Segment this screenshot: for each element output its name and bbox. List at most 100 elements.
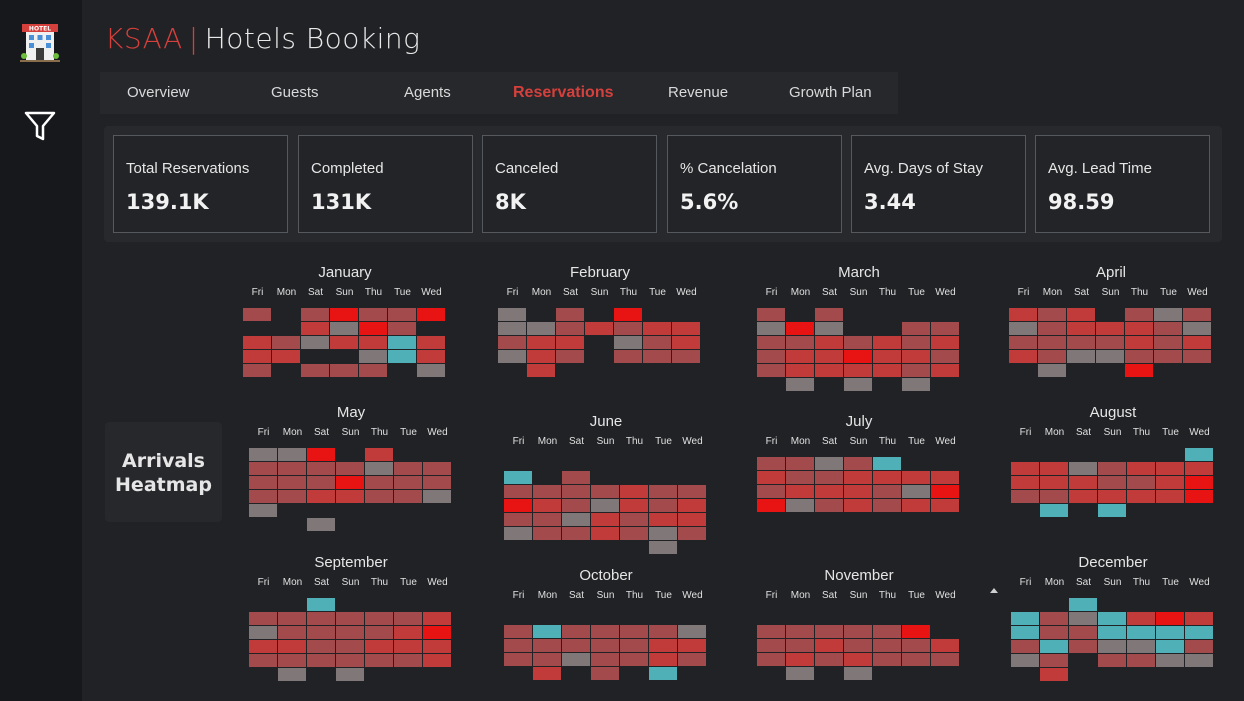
heatmap-cell[interactable] — [388, 336, 416, 349]
heatmap-cell[interactable] — [815, 364, 843, 377]
heatmap-cell[interactable] — [786, 485, 814, 498]
heatmap-cell[interactable] — [562, 639, 590, 652]
heatmap-cell[interactable] — [643, 336, 671, 349]
heatmap-cell[interactable] — [844, 378, 872, 391]
heatmap-cell[interactable] — [388, 322, 416, 335]
heatmap-cell[interactable] — [1009, 350, 1037, 363]
heatmap-cell[interactable] — [562, 653, 590, 666]
heatmap-cell[interactable] — [786, 471, 814, 484]
heatmap-cell[interactable] — [1069, 640, 1097, 653]
heatmap-cell[interactable] — [643, 350, 671, 363]
heatmap-cell[interactable] — [562, 471, 590, 484]
heatmap-cell[interactable] — [533, 625, 561, 638]
heatmap-cell[interactable] — [591, 527, 619, 540]
heatmap-cell[interactable] — [620, 653, 648, 666]
heatmap-cell[interactable] — [815, 336, 843, 349]
heatmap-cell[interactable] — [1069, 476, 1097, 489]
heatmap-cell[interactable] — [365, 448, 393, 461]
heatmap-cell[interactable] — [844, 639, 872, 652]
heatmap-cell[interactable] — [272, 308, 300, 321]
heatmap-cell[interactable] — [757, 639, 785, 652]
heatmap-cell[interactable] — [423, 640, 451, 653]
heatmap-cell[interactable] — [1011, 612, 1039, 625]
heatmap-cell[interactable] — [902, 322, 930, 335]
heatmap-cell[interactable] — [1009, 336, 1037, 349]
heatmap-cell[interactable] — [417, 364, 445, 377]
heatmap-cell[interactable] — [1040, 612, 1068, 625]
heatmap-cell[interactable] — [1040, 640, 1068, 653]
heatmap-cell[interactable] — [902, 639, 930, 652]
heatmap-cell[interactable] — [614, 322, 642, 335]
heatmap-cell[interactable] — [620, 513, 648, 526]
heatmap-cell[interactable] — [678, 499, 706, 512]
heatmap-cell[interactable] — [844, 499, 872, 512]
heatmap-cell[interactable] — [844, 457, 872, 470]
heatmap-cell[interactable] — [678, 639, 706, 652]
heatmap-cell[interactable] — [1125, 350, 1153, 363]
heatmap-cell[interactable] — [359, 336, 387, 349]
heatmap-cell[interactable] — [649, 541, 677, 554]
heatmap-cell[interactable] — [556, 308, 584, 321]
heatmap-cell[interactable] — [815, 322, 843, 335]
heatmap-cell[interactable] — [844, 350, 872, 363]
heatmap-cell[interactable] — [672, 336, 700, 349]
heatmap-cell[interactable] — [388, 350, 416, 363]
heatmap-cell[interactable] — [678, 513, 706, 526]
heatmap-cell[interactable] — [365, 490, 393, 503]
heatmap-cell[interactable] — [417, 336, 445, 349]
heatmap-cell[interactable] — [786, 322, 814, 335]
heatmap-cell[interactable] — [902, 364, 930, 377]
heatmap-cell[interactable] — [678, 625, 706, 638]
heatmap-cell[interactable] — [336, 626, 364, 639]
heatmap-cell[interactable] — [902, 625, 930, 638]
heatmap-cell[interactable] — [423, 654, 451, 667]
heatmap-cell[interactable] — [1183, 336, 1211, 349]
heatmap-cell[interactable] — [1011, 654, 1039, 667]
heatmap-cell[interactable] — [498, 308, 526, 321]
heatmap-cell[interactable] — [301, 322, 329, 335]
heatmap-cell[interactable] — [649, 639, 677, 652]
heatmap-cell[interactable] — [620, 639, 648, 652]
heatmap-cell[interactable] — [1098, 640, 1126, 653]
heatmap-cell[interactable] — [786, 457, 814, 470]
heatmap-cell[interactable] — [278, 612, 306, 625]
tab-growth-plan[interactable]: Growth Plan — [789, 84, 872, 101]
heatmap-cell[interactable] — [307, 448, 335, 461]
heatmap-cell[interactable] — [786, 667, 814, 680]
filter-icon[interactable] — [24, 110, 56, 142]
heatmap-cell[interactable] — [562, 513, 590, 526]
heatmap-cell[interactable] — [757, 625, 785, 638]
heatmap-cell[interactable] — [815, 350, 843, 363]
heatmap-cell[interactable] — [649, 667, 677, 680]
heatmap-cell[interactable] — [1040, 476, 1068, 489]
heatmap-cell[interactable] — [1069, 612, 1097, 625]
heatmap-cell[interactable] — [278, 626, 306, 639]
heatmap-cell[interactable] — [672, 350, 700, 363]
heatmap-cell[interactable] — [1069, 598, 1097, 611]
heatmap-cell[interactable] — [1185, 448, 1213, 461]
heatmap-cell[interactable] — [873, 471, 901, 484]
heatmap-cell[interactable] — [844, 364, 872, 377]
heatmap-cell[interactable] — [591, 667, 619, 680]
heatmap-cell[interactable] — [1154, 308, 1182, 321]
heatmap-cell[interactable] — [562, 499, 590, 512]
tab-revenue[interactable]: Revenue — [668, 84, 729, 101]
heatmap-cell[interactable] — [1183, 350, 1211, 363]
heatmap-cell[interactable] — [249, 626, 277, 639]
heatmap-cell[interactable] — [307, 654, 335, 667]
heatmap-cell[interactable] — [1011, 640, 1039, 653]
heatmap-cell[interactable] — [359, 350, 387, 363]
heatmap-cell[interactable] — [1040, 668, 1068, 681]
heatmap-cell[interactable] — [562, 625, 590, 638]
heatmap-cell[interactable] — [591, 639, 619, 652]
heatmap-cell[interactable] — [1156, 490, 1184, 503]
heatmap-cell[interactable] — [786, 653, 814, 666]
heatmap-cell[interactable] — [562, 527, 590, 540]
heatmap-cell[interactable] — [614, 336, 642, 349]
heatmap-cell[interactable] — [643, 322, 671, 335]
heatmap-cell[interactable] — [330, 322, 358, 335]
heatmap-cell[interactable] — [649, 527, 677, 540]
heatmap-cell[interactable] — [585, 322, 613, 335]
heatmap-cell[interactable] — [786, 364, 814, 377]
heatmap-cell[interactable] — [786, 336, 814, 349]
